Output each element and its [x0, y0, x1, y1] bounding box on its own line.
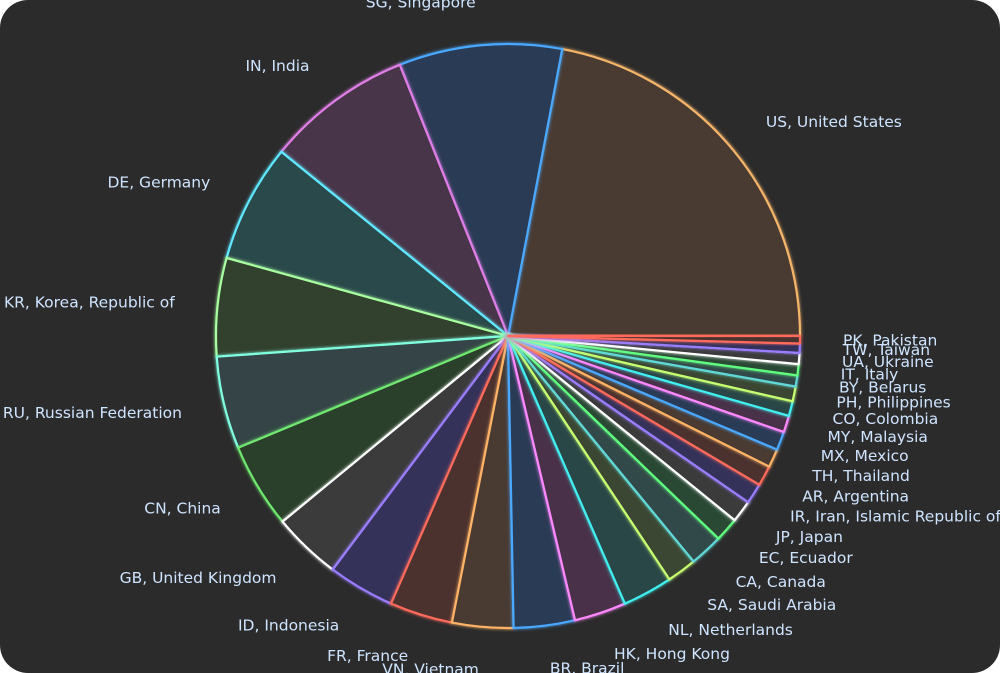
slice-label-17: JP, Japan	[775, 528, 843, 546]
pie-slice-2	[280, 63, 510, 338]
slice-label-27: UA, Ukraine	[842, 353, 934, 371]
slice-label-9: FR, France	[327, 647, 408, 665]
pie-labels: US, United States SG, Singapore IN, India D…	[3, 0, 1000, 673]
slice-label-8: ID, Indonesia	[238, 616, 339, 634]
slice-label-1: SG, Singapore	[366, 0, 476, 12]
pie-slice-1	[398, 42, 564, 338]
slice-label-2: IN, India	[245, 57, 309, 75]
pie-slice-0	[506, 47, 802, 338]
slice-label-28: TW, Taiwan	[842, 341, 930, 359]
slice-label-11: BR, Brazil	[550, 659, 625, 673]
slice-label-23: CO, Colombia	[833, 410, 939, 428]
slice-label-13: NL, Netherlands	[668, 621, 793, 639]
slice-label-10: VN, Vietnam	[382, 661, 479, 673]
pie-slice-29	[506, 334, 802, 345]
slice-label-14: SA, Saudi Arabia	[707, 596, 836, 614]
slice-label-4: KR, Korea, Republic of	[4, 294, 175, 312]
slice-label-6: CN, China	[144, 500, 221, 518]
slice-label-25: BY, Belarus	[839, 379, 926, 397]
slice-label-26: IT, Italy	[841, 366, 899, 384]
slice-label-15: CA, Canada	[736, 573, 826, 591]
slice-label-21: MX, Mexico	[821, 447, 909, 465]
pie-slice-3	[225, 150, 510, 338]
slice-label-24: PH, Philippines	[836, 393, 950, 411]
slice-label-7: GB, United Kingdom	[120, 569, 277, 587]
slice-label-18: IR, Iran, Islamic Republic of	[790, 508, 1000, 526]
slice-label-5: RU, Russian Federation	[3, 404, 182, 422]
slice-label-22: MY, Malaysia	[828, 428, 928, 446]
slice-label-3: DE, Germany	[107, 173, 210, 191]
slice-label-16: EC, Ecuador	[759, 549, 853, 567]
slice-label-20: TH, Thailand	[811, 467, 910, 485]
slice-label-29: PK, Pakistan	[843, 331, 937, 349]
slice-label-0: US, United States	[766, 113, 902, 131]
pie-slices	[214, 42, 802, 630]
slice-label-12: HK, Hong Kong	[614, 645, 730, 663]
slice-label-19: AR, Argentina	[802, 487, 909, 505]
